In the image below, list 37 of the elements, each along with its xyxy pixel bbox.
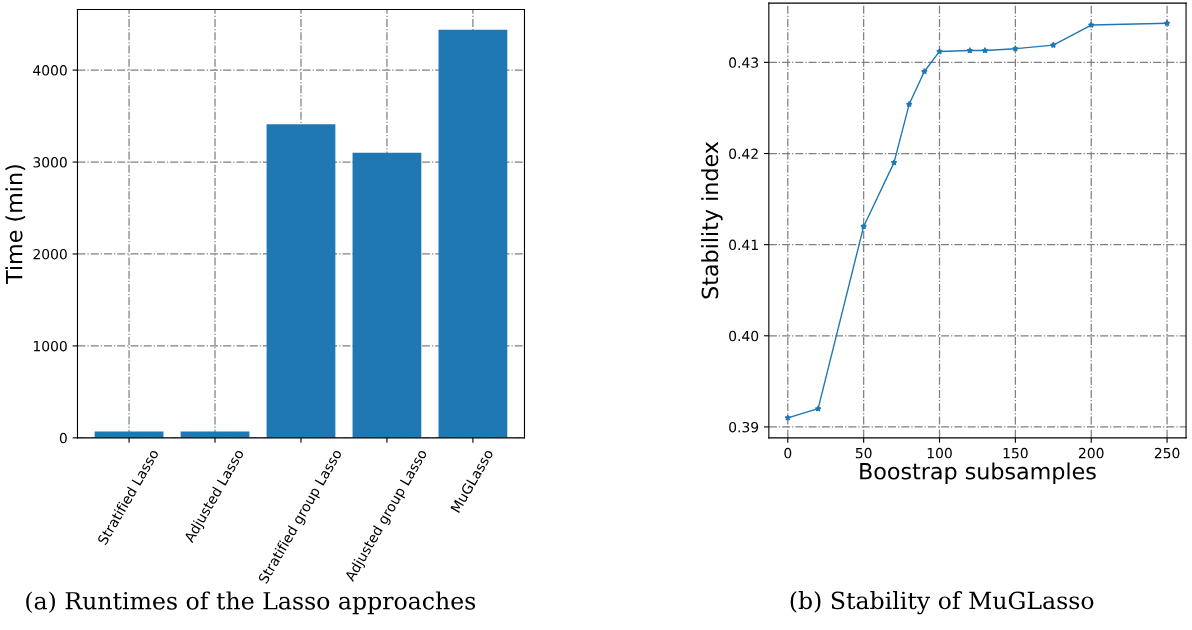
text: (a) Runtimes of the Lasso approaches	[26, 591, 476, 615]
point	[784, 414, 792, 421]
point	[814, 405, 822, 412]
point	[905, 100, 913, 108]
x-tick-label: 200	[1078, 447, 1104, 459]
point	[1163, 19, 1171, 27]
bar	[352, 152, 422, 438]
x-tick-label: 50	[855, 447, 872, 459]
bar	[94, 431, 164, 438]
x-tick-label: 150	[1003, 447, 1028, 459]
x-tick-label: 250	[1154, 447, 1180, 459]
bar	[438, 29, 508, 438]
y-tick-label: 0.39	[729, 421, 759, 433]
y-tick-label: 0.42	[729, 148, 758, 159]
point	[981, 47, 989, 54]
y-axis-title: Stability index	[701, 141, 723, 299]
x-tick-label: 0	[784, 447, 792, 459]
bar	[266, 124, 336, 438]
y-tick-label: 0.43	[729, 57, 758, 68]
point	[1012, 45, 1019, 52]
point	[1087, 21, 1095, 28]
y-tick-label: 0.40	[729, 330, 759, 342]
text: (b) Stability of MuGLasso	[790, 591, 1094, 615]
y-tick-label: 0.41	[729, 239, 758, 251]
point	[966, 47, 974, 54]
x-tick-label: 100	[927, 447, 952, 459]
y-tick-label: 0	[59, 432, 67, 444]
point	[921, 68, 928, 75]
point	[860, 222, 867, 230]
y-tick-label: 2000	[33, 248, 67, 260]
point	[890, 159, 898, 166]
y-tick-label: 1000	[33, 340, 67, 352]
y-tick-label: 4000	[33, 65, 67, 76]
y-axis-title: Time (min)	[5, 165, 26, 285]
y-tick-label: 3000	[33, 157, 67, 168]
bar	[180, 431, 250, 438]
x-axis-title: Boostrap subsamples	[860, 462, 1096, 484]
